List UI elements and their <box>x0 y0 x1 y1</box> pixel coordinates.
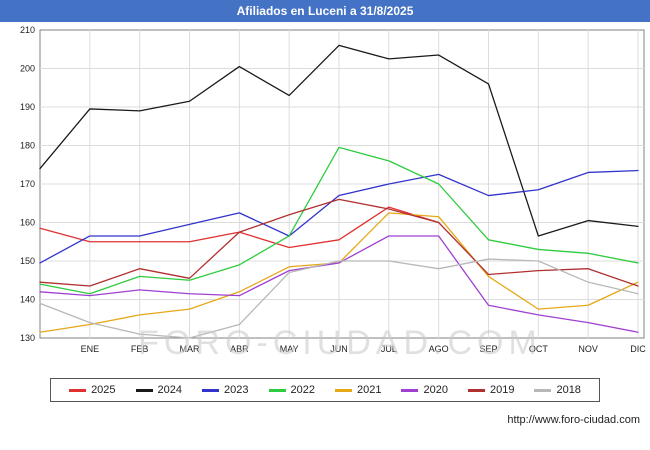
x-tick-label: FEB <box>131 344 149 354</box>
chart-title: Afiliados en Luceni a 31/8/2025 <box>236 4 414 18</box>
y-tick-label: 160 <box>20 218 35 228</box>
legend-label-2024: 2024 <box>157 384 183 396</box>
x-tick-label: JUN <box>330 344 348 354</box>
x-tick-label: SEP <box>479 344 497 354</box>
series-line-2022 <box>39 146 639 295</box>
series-line-2024 <box>39 44 639 237</box>
x-tick-label: AGO <box>429 344 449 354</box>
legend-label-2022: 2022 <box>290 384 315 396</box>
chart-legend: 2025 2024 2023 2022 2021 2020 2019 2018 <box>50 378 600 402</box>
y-tick-label: 150 <box>20 256 35 266</box>
x-tick-label: ABR <box>230 344 249 354</box>
legend-item-2019: 2019 <box>458 384 524 396</box>
legend-item-2020: 2020 <box>391 384 457 396</box>
legend-item-2025: 2025 <box>59 384 125 396</box>
series-line-2023 <box>39 169 639 264</box>
legend-swatch-2022 <box>268 388 286 392</box>
legend-swatch-2024 <box>135 388 153 392</box>
legend-label-2025: 2025 <box>91 384 116 396</box>
legend-item-2022: 2022 <box>259 384 325 396</box>
x-tick-label: JUL <box>381 344 397 354</box>
y-tick-label: 210 <box>20 25 35 35</box>
series-line-2019 <box>39 198 639 287</box>
y-tick-label: 200 <box>20 64 35 74</box>
legend-swatch-2019 <box>467 388 485 392</box>
line-chart: 130 140 150 160 170 180 190 200 210 ENE FEB MAR ABR M… <box>20 25 646 362</box>
legend-swatch-2025 <box>69 388 87 392</box>
y-tick-label: 180 <box>20 141 35 151</box>
footer-url-link[interactable]: http://www.foro-ciudad.com <box>507 414 640 426</box>
x-tick-label: OCT <box>529 344 549 354</box>
x-tick-label: DIC <box>630 344 646 354</box>
x-tick-label: MAY <box>280 344 299 354</box>
legend-swatch-2021 <box>335 388 352 392</box>
x-tick-label: ENE <box>81 344 100 354</box>
legend-item-2021: 2021 <box>325 384 391 396</box>
x-tick-label: NOV <box>578 344 598 354</box>
y-tick-label: 130 <box>20 333 35 343</box>
x-tick-label: MAR <box>180 344 201 354</box>
legend-swatch-2020 <box>401 388 419 392</box>
series-line-2020 <box>39 235 639 333</box>
legend-item-2024: 2024 <box>126 384 192 396</box>
footer: http://www.foro-ciudad.com <box>0 402 650 426</box>
y-tick-label: 190 <box>20 102 35 112</box>
legend-swatch-2023 <box>202 388 220 392</box>
watermark: FORO-CIUDAD.COM <box>138 324 542 362</box>
legend-label-2018: 2018 <box>556 384 581 396</box>
legend-label-2023: 2023 <box>224 384 249 396</box>
y-tick-label: 140 <box>20 295 35 305</box>
y-tick-label: 170 <box>20 179 35 189</box>
legend-swatch-2018 <box>534 388 552 392</box>
chart-title-bar: Afiliados en Luceni a 31/8/2025 <box>0 0 650 22</box>
legend-item-2023: 2023 <box>192 384 258 396</box>
legend-label-2021: 2021 <box>357 384 382 396</box>
legend-label-2019: 2019 <box>489 384 515 396</box>
series-line-2018 <box>39 258 639 339</box>
legend-label-2020: 2020 <box>423 384 448 396</box>
legend-item-2018: 2018 <box>524 384 590 396</box>
